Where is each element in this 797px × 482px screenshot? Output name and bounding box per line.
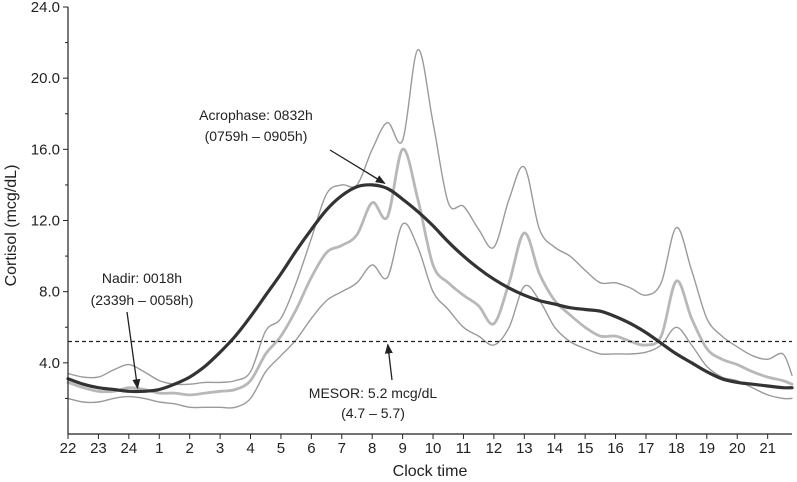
mesor-annotation: MESOR: 5.2 mcg/dL (4.7 – 5.7) [309, 343, 438, 421]
series-lower-bound [67, 222, 793, 409]
x-tick-label: 8 [368, 440, 376, 457]
y-tick-label: 12.0 [31, 213, 60, 230]
x-tick-label: 15 [577, 440, 594, 457]
axes-layer [67, 7, 792, 435]
x-tick-label: 22 [60, 440, 77, 457]
y-tick-label: 20.0 [31, 70, 60, 87]
y-axis-title: Cortisol (mcg/dL) [3, 165, 20, 287]
x-tick-label: 5 [277, 440, 285, 457]
x-tick-label: 21 [759, 440, 776, 457]
x-axis-title: Clock time [393, 463, 468, 480]
x-tick-label: 14 [546, 440, 563, 457]
nadir-label: Nadir: 0018h [102, 270, 182, 286]
nadir-range: (2339h – 0058h) [91, 292, 194, 308]
acrophase-annotation: Acrophase: 0832h (0759h – 0905h) [199, 107, 386, 184]
x-tick-label: 17 [638, 440, 655, 457]
series-layer [66, 48, 794, 409]
x-tick-label: 9 [398, 440, 406, 457]
acrophase-range: (0759h – 0905h) [205, 128, 308, 144]
nadir-arrow [126, 311, 141, 390]
y-tick-label: 24.0 [31, 0, 60, 16]
y-tick-label: 4.0 [39, 355, 60, 372]
x-tick-label: 13 [516, 440, 533, 457]
x-tick-label: 1 [155, 440, 163, 457]
x-tick-label: 4 [246, 440, 254, 457]
x-tick-label: 16 [607, 440, 624, 457]
x-tick-label: 19 [698, 440, 715, 457]
x-tick-label: 3 [216, 440, 224, 457]
x-tick-label: 18 [668, 440, 685, 457]
mesor-label: MESOR: 5.2 mcg/dL [309, 385, 438, 401]
x-ticks: 22 23 24 1 2 3 4 5 6 7 8 9 10 11 12 13 14 15 16 17 18 19 20 21 [60, 434, 776, 457]
x-tick-label: 20 [729, 440, 746, 457]
x-tick-label: 23 [90, 440, 107, 457]
y-ticks: 4.0 8.0 12.0 16.0 20.0 24.0 [31, 0, 68, 399]
y-tick-label: 16.0 [31, 141, 60, 158]
series-fitted-cosinor-curve [66, 183, 794, 394]
x-tick-label: 10 [425, 440, 442, 457]
nadir-annotation: Nadir: 0018h (2339h – 0058h) [91, 270, 194, 390]
x-tick-label: 11 [456, 440, 472, 457]
x-tick-label: 12 [486, 440, 503, 457]
x-tick-label: 7 [338, 440, 346, 457]
y-tick-label: 8.0 [39, 284, 60, 301]
mesor-arrow [384, 343, 393, 381]
x-tick-label: 2 [186, 440, 194, 457]
series-individual-profile [66, 147, 794, 397]
x-tick-label: 6 [307, 440, 315, 457]
acrophase-arrow [329, 149, 386, 184]
series-upper-bound [67, 48, 793, 386]
mesor-range: (4.7 – 5.7) [341, 405, 405, 421]
x-tick-label: 24 [120, 440, 137, 457]
acrophase-label: Acrophase: 0832h [199, 107, 313, 123]
